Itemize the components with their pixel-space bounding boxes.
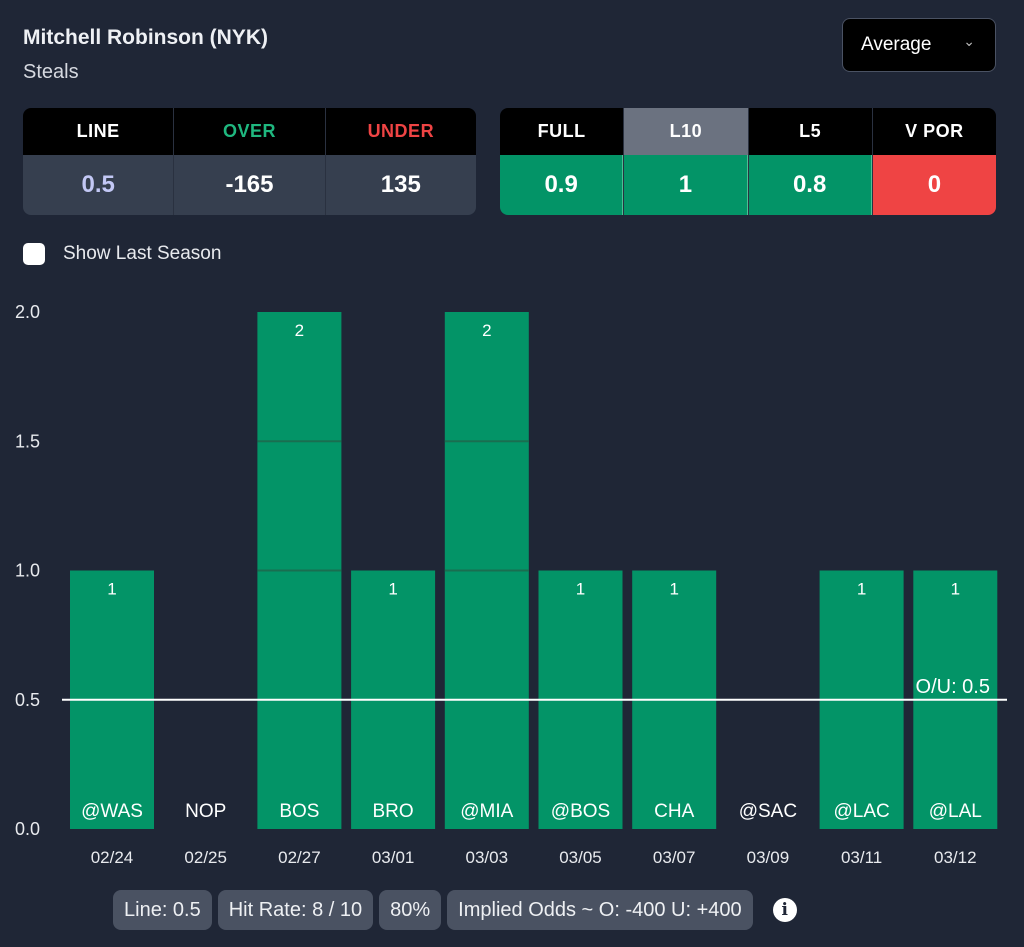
implied-odds-pill: Implied Odds ~ O: -400 U: +400 [447, 890, 753, 930]
show-last-season-checkbox[interactable] [23, 243, 45, 265]
chevron-down-icon: ⌄ [963, 33, 975, 49]
opponent-label: BOS [279, 801, 319, 822]
y-tick-label: 0.5 [15, 690, 40, 710]
tab-v-por[interactable]: V POR [872, 108, 996, 155]
bar-value-label: 1 [669, 580, 678, 599]
tab-l10[interactable]: L10 [624, 108, 748, 155]
hit-percent-pill: 80% [379, 890, 442, 930]
y-tick-label: 1.0 [15, 561, 40, 581]
x-tick-label: 03/01 [372, 848, 415, 867]
line-pill: Line: 0.5 [113, 890, 212, 930]
over-header: OVER [174, 108, 325, 155]
bar-value-label: 2 [295, 321, 304, 340]
x-tick-label: 03/12 [934, 848, 977, 867]
l10-value: 1 [624, 155, 748, 215]
bar-value-label: 1 [388, 580, 397, 599]
full-value: 0.9 [500, 155, 624, 215]
under-header: UNDER [325, 108, 476, 155]
line-value: 0.5 [23, 155, 174, 215]
dropdown-value: Average [861, 34, 932, 55]
x-tick-label: 03/05 [559, 848, 602, 867]
line-header: LINE [23, 108, 174, 155]
bar-value-label: 1 [857, 580, 866, 599]
opponent-label: @LAC [833, 801, 889, 822]
opponent-label: @BOS [551, 801, 610, 822]
stat-subtitle: Steals [23, 61, 79, 83]
x-tick-label: 02/25 [184, 848, 227, 867]
x-tick-label: 03/03 [466, 848, 509, 867]
hit-rate-pill: Hit Rate: 8 / 10 [217, 890, 374, 930]
info-icon[interactable]: i [772, 898, 797, 922]
bar-value-label: 1 [951, 580, 960, 599]
x-tick-label: 03/07 [653, 848, 696, 867]
average-dropdown[interactable]: Average ⌄ [842, 18, 996, 72]
y-tick-label: 2.0 [15, 302, 40, 322]
opponent-label: NOP [185, 801, 226, 822]
bar-value-label: 2 [482, 321, 491, 340]
x-tick-label: 03/09 [747, 848, 790, 867]
tab-full[interactable]: FULL [500, 108, 624, 155]
l5-value: 0.8 [748, 155, 872, 215]
bar-value-label: 1 [107, 580, 116, 599]
tab-l5[interactable]: L5 [748, 108, 872, 155]
summary-pills: Line: 0.5 Hit Rate: 8 / 10 80% Implied O… [113, 890, 797, 930]
over-value: -165 [174, 155, 325, 215]
player-title: Mitchell Robinson (NYK) [23, 26, 268, 49]
x-tick-label: 03/11 [841, 848, 882, 867]
splits-table: FULL 0.9 L10 1 L5 0.8 V POR 0 [500, 108, 996, 215]
opponent-label: @SAC [739, 801, 797, 822]
odds-table: LINE 0.5 OVER -165 UNDER 135 [23, 108, 476, 215]
under-value: 135 [325, 155, 476, 215]
opponent-label: @LAL [929, 801, 982, 822]
opponent-label: @WAS [81, 801, 143, 822]
opponent-label: @MIA [460, 801, 513, 822]
show-last-season-label: Show Last Season [63, 243, 222, 264]
x-tick-label: 02/24 [91, 848, 134, 867]
ou-reference-label: O/U: 0.5 [916, 676, 990, 698]
bar-chart: 0.0 0.5 1.0 1.5 2.0 1 @WAS 02/24 NOP 02/25 2 BOS 02/… [15, 302, 1007, 867]
opponent-label: BRO [373, 801, 414, 822]
y-tick-label: 1.5 [15, 431, 40, 451]
opponent-label: CHA [654, 801, 694, 822]
v-por-value: 0 [872, 155, 996, 215]
y-tick-label: 0.0 [15, 819, 40, 839]
bar-value-label: 1 [576, 580, 585, 599]
x-tick-label: 02/27 [278, 848, 321, 867]
